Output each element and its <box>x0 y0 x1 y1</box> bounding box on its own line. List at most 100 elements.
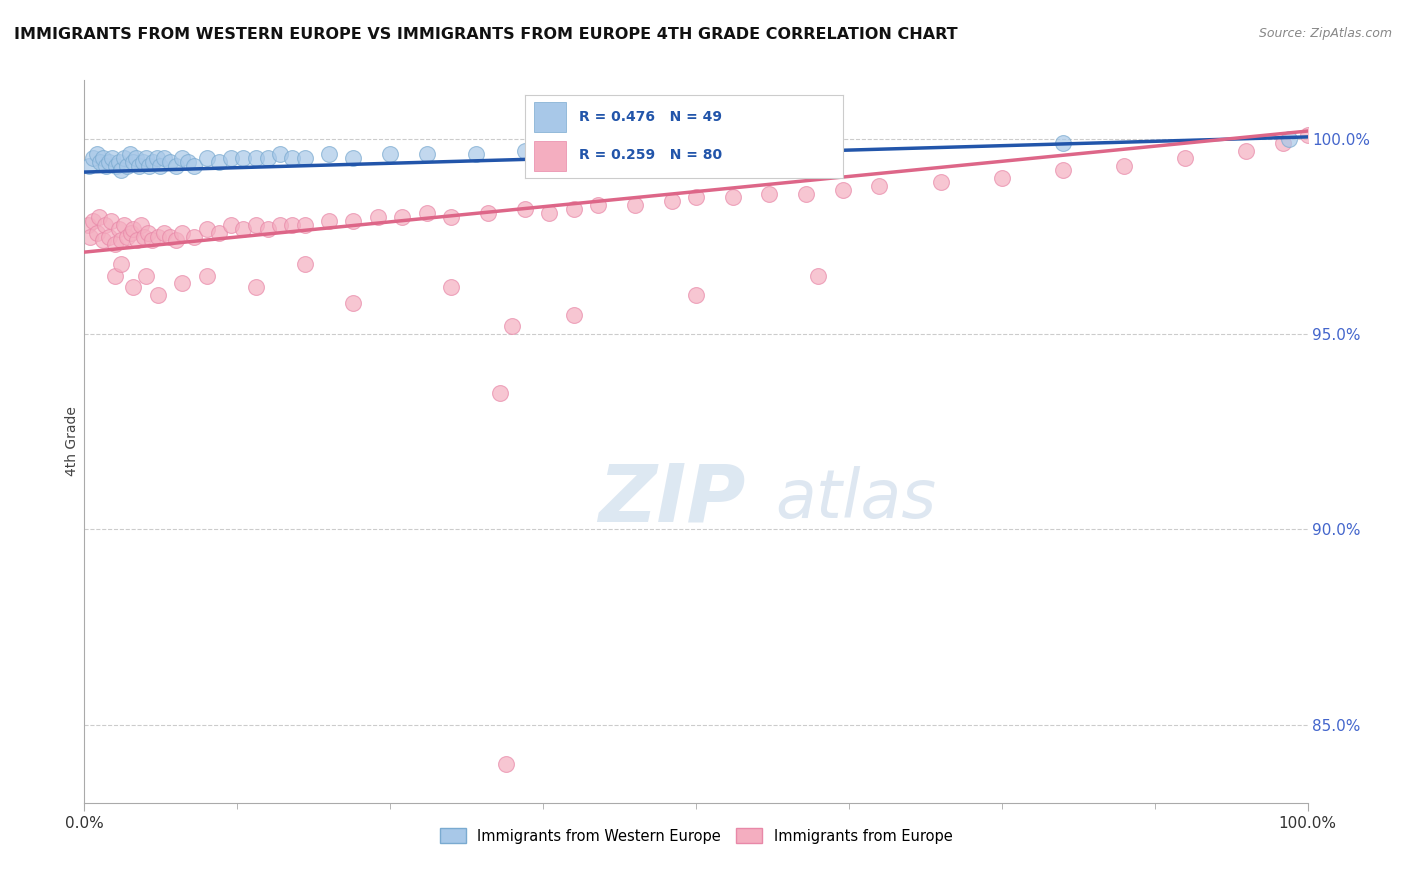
Point <box>82 214 104 228</box>
Point <box>86 147 108 161</box>
Point <box>1114 159 1136 173</box>
Point <box>100 214 122 228</box>
Point <box>183 229 205 244</box>
Point <box>489 385 512 400</box>
Point <box>624 198 647 212</box>
Text: Source: ZipAtlas.com: Source: ZipAtlas.com <box>1258 27 1392 40</box>
Point <box>77 218 100 232</box>
Point <box>477 206 499 220</box>
Point <box>97 155 120 169</box>
Text: ZIP: ZIP <box>598 460 745 539</box>
Point <box>562 144 585 158</box>
Point <box>142 155 165 169</box>
Point <box>232 221 254 235</box>
Point <box>87 210 110 224</box>
Point <box>159 155 181 169</box>
Point <box>685 288 707 302</box>
Point <box>831 183 853 197</box>
Text: atlas: atlas <box>776 467 936 533</box>
Point <box>513 144 536 158</box>
Point <box>112 218 135 232</box>
Point <box>1236 144 1258 158</box>
Point <box>1052 136 1074 150</box>
Point <box>245 280 267 294</box>
Point <box>758 186 780 201</box>
Point <box>104 237 127 252</box>
Point <box>1174 152 1197 166</box>
Point <box>586 198 609 212</box>
Point <box>464 147 486 161</box>
Point <box>342 296 364 310</box>
Point <box>195 152 218 166</box>
Point <box>135 268 157 283</box>
Point <box>101 152 124 166</box>
Point <box>153 226 176 240</box>
Point <box>562 308 585 322</box>
Point <box>91 152 114 166</box>
Point <box>89 155 111 169</box>
Point <box>294 218 316 232</box>
Point <box>1296 128 1319 142</box>
Point <box>1052 163 1074 178</box>
Point <box>685 139 707 153</box>
Point <box>165 234 187 248</box>
Point <box>794 186 817 201</box>
Point <box>122 155 145 169</box>
Point <box>391 210 413 224</box>
Point <box>128 159 150 173</box>
Point <box>342 152 364 166</box>
Point <box>245 152 267 166</box>
Point <box>122 280 145 294</box>
Point <box>219 218 242 232</box>
Point <box>165 159 187 173</box>
Point <box>416 206 439 220</box>
Y-axis label: 4th Grade: 4th Grade <box>65 407 79 476</box>
Point <box>281 152 304 166</box>
Point <box>118 147 141 161</box>
Point <box>77 159 100 173</box>
Point <box>91 234 114 248</box>
Point <box>110 234 132 248</box>
Point <box>136 226 159 240</box>
Point <box>172 277 194 291</box>
Point <box>97 229 120 244</box>
Point <box>138 159 160 173</box>
Point <box>141 234 163 248</box>
Point <box>869 178 891 193</box>
Point <box>440 210 463 224</box>
Point <box>219 152 242 166</box>
Point <box>612 144 634 158</box>
Point <box>107 155 129 169</box>
Point <box>685 190 707 204</box>
Point <box>342 214 364 228</box>
Point <box>232 152 254 166</box>
Point <box>86 226 108 240</box>
Point <box>112 152 135 166</box>
Point <box>183 159 205 173</box>
Point <box>318 214 340 228</box>
Point <box>146 288 169 302</box>
Point <box>132 155 155 169</box>
Point <box>115 229 138 244</box>
Point <box>129 218 152 232</box>
Point <box>110 163 132 178</box>
Point <box>367 210 389 224</box>
Point <box>125 234 148 248</box>
Point <box>135 152 157 166</box>
Point <box>208 155 231 169</box>
Point <box>562 202 585 216</box>
Point <box>134 229 156 244</box>
Point <box>208 226 231 240</box>
Point <box>269 147 291 161</box>
Text: IMMIGRANTS FROM WESTERN EUROPE VS IMMIGRANTS FROM EUROPE 4TH GRADE CORRELATION C: IMMIGRANTS FROM WESTERN EUROPE VS IMMIGR… <box>14 27 957 42</box>
Point <box>96 159 118 173</box>
Point <box>79 229 101 244</box>
Point <box>380 147 402 161</box>
Point <box>495 756 517 771</box>
Point <box>1278 132 1301 146</box>
Point <box>281 218 304 232</box>
Point <box>115 159 138 173</box>
Point <box>172 152 194 166</box>
Point <box>172 226 194 240</box>
Point <box>149 159 172 173</box>
